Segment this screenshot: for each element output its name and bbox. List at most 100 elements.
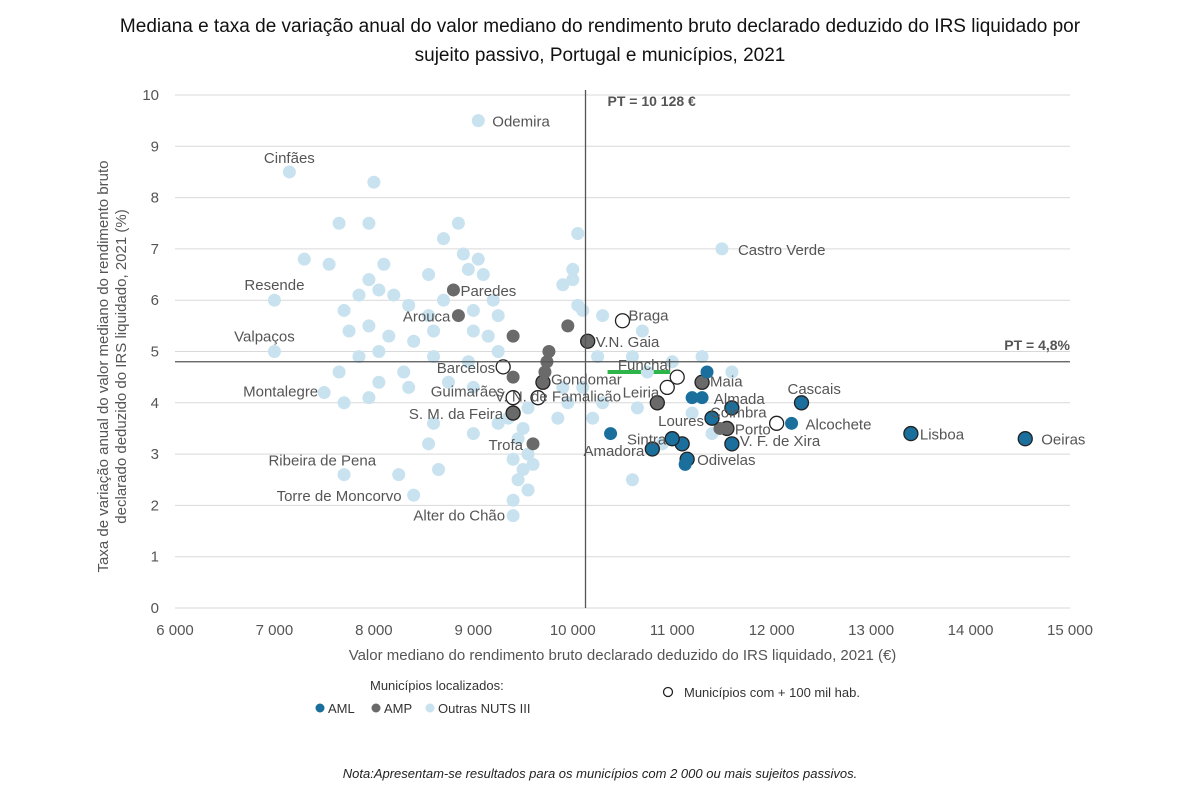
point-outras-nuts-iii — [342, 324, 356, 338]
point-amp — [451, 309, 465, 323]
point-outras-nuts-iii — [337, 303, 351, 317]
point-outras-nuts-iii — [471, 114, 485, 128]
point-outras-nuts-iii — [516, 421, 530, 435]
footnote: Nota:Apresentam-se resultados para os mu… — [342, 766, 858, 781]
point-aml-large — [1017, 431, 1033, 447]
axes: 0 1 2 3 4 5 6 7 8 9 10 6 000 7 000 8 000 9 000 10 000 11… — [95, 87, 1093, 664]
x-tick-label: 13 000 — [848, 622, 894, 639]
legend-large-marker — [662, 686, 674, 698]
y-tick-label: 6 — [151, 292, 159, 309]
point-label: V.N. Gaia — [596, 334, 660, 351]
point-outras-nuts-iii — [402, 298, 416, 312]
point-outras-nuts-iii-large — [495, 359, 511, 375]
point-outras-nuts-iii — [466, 380, 480, 394]
point-outras-nuts-iii — [362, 391, 376, 405]
point-aml — [604, 427, 618, 441]
point-amp — [506, 329, 520, 343]
legend-entry: AMP — [384, 701, 412, 716]
point-outras-nuts-iii — [625, 350, 639, 364]
gridlines — [175, 94, 1070, 609]
x-tick-label: 6 000 — [156, 622, 194, 639]
point-outras-nuts-iii — [362, 319, 376, 333]
point-outras-nuts-iii — [332, 216, 346, 230]
point-aml-large — [793, 395, 810, 411]
point-outras-nuts-iii — [486, 293, 500, 307]
point-outras-nuts-iii-large — [614, 313, 631, 329]
x-tick-label: 10 000 — [550, 622, 596, 639]
point-aml-large — [664, 431, 680, 447]
point-label: Loures — [658, 413, 704, 430]
point-outras-nuts-iii — [422, 309, 436, 323]
point-outras-nuts-iii — [715, 242, 729, 256]
y-tick-label: 9 — [151, 138, 159, 155]
point-label: Resende — [244, 277, 304, 294]
point-outras-nuts-iii — [382, 329, 396, 343]
point-outras-nuts-iii — [491, 416, 505, 430]
pt-horizontal-label: PT = 4,8% — [1004, 337, 1070, 353]
point-outras-nuts-iii — [586, 411, 600, 425]
point-outras-nuts-iii — [571, 227, 585, 241]
y-tick-label: 3 — [151, 446, 159, 463]
point-label: Porto — [735, 421, 771, 438]
reference-lines: PT = 10 128 € PT = 4,8% — [175, 90, 1071, 608]
point-aml-large — [644, 441, 660, 457]
x-tick-label: 7 000 — [256, 622, 294, 639]
point-amp — [506, 370, 520, 384]
point-outras-nuts-iii — [427, 416, 441, 430]
point-label: Guimarães — [431, 384, 504, 401]
point-label: Alter do Chão — [413, 508, 505, 525]
point-label: Arouca — [403, 309, 451, 326]
point-label: Paredes — [460, 283, 516, 300]
point-outras-nuts-iii — [591, 350, 605, 364]
point-outras-nuts-iii — [521, 447, 535, 461]
point-label: Lisboa — [920, 427, 965, 444]
y-axis-label-line: Taxa de variação anual do valor mediano … — [95, 161, 112, 573]
point-label: Cascais — [788, 381, 841, 398]
point-outras-nuts-iii — [506, 509, 520, 523]
point-outras-nuts-iii — [437, 293, 450, 307]
point-label: Barcelos — [437, 360, 495, 377]
legend-title: Municípios localizados: — [370, 678, 504, 693]
legend-entry: AML — [328, 701, 355, 716]
point-outras-nuts-iii — [451, 216, 465, 230]
point-label: Odivelas — [697, 452, 755, 469]
y-tick-label: 10 — [142, 87, 159, 104]
point-outras-nuts-iii — [466, 324, 480, 338]
point-aml — [700, 365, 714, 379]
x-tick-label: 9 000 — [455, 622, 493, 639]
x-tick-label: 14 000 — [948, 622, 994, 639]
data-points — [267, 114, 1033, 523]
point-label: Almada — [714, 391, 766, 408]
point-outras-nuts-iii — [506, 493, 520, 507]
point-amp — [446, 283, 460, 297]
point-labels: Oeiras Lisboa Cascais Alcochete Almada V. F. … — [234, 114, 1085, 525]
point-outras-nuts-iii — [387, 288, 401, 302]
point-outras-nuts-iii — [511, 432, 525, 446]
point-outras-nuts-iii — [377, 257, 391, 271]
y-tick-label: 0 — [151, 600, 159, 617]
legend-marker — [315, 703, 325, 713]
point-label: Alcochete — [806, 416, 872, 433]
point-outras-nuts-iii — [427, 324, 441, 338]
point-outras-nuts-iii — [367, 175, 381, 189]
point-outras-nuts-iii — [521, 483, 535, 497]
chart-title-line-1: Mediana e taxa de variação anual do valo… — [119, 16, 1081, 37]
point-outras-nuts-iii — [441, 375, 455, 389]
point-outras-nuts-iii-large — [768, 415, 785, 431]
y-tick-label: 2 — [151, 497, 159, 514]
point-amp — [561, 319, 575, 333]
point-label: Torre de Moncorvo — [277, 488, 402, 505]
point-outras-nuts-iii — [506, 452, 520, 466]
point-amp — [538, 365, 552, 379]
point-outras-nuts-iii — [362, 273, 376, 287]
point-outras-nuts-iii — [471, 252, 485, 266]
point-outras-nuts-iii — [635, 324, 649, 338]
point-amp — [713, 421, 727, 435]
point-outras-nuts-iii — [566, 273, 580, 287]
point-label: Coimbra — [710, 404, 767, 421]
point-outras-nuts-iii — [352, 350, 366, 364]
chart-title-line-2: sujeito passivo, Portugal e municípios, … — [414, 45, 786, 66]
point-label: Ribeira de Pena — [268, 453, 376, 470]
point-outras-nuts-iii-large — [530, 390, 546, 406]
point-outras-nuts-iii — [630, 401, 644, 415]
